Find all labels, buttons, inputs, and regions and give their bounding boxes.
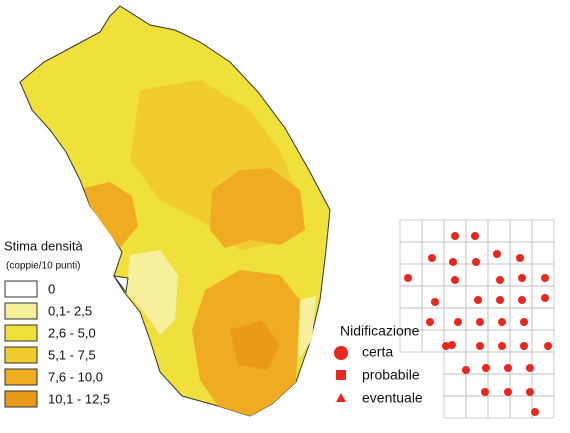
nesting-point <box>516 254 524 262</box>
grid-cell <box>509 219 533 243</box>
nesting-point <box>504 364 512 372</box>
legend-label: 7,6 - 10,0 <box>48 369 103 384</box>
legend-swatch <box>4 390 38 408</box>
map-region <box>210 168 305 248</box>
nesting-label: certa <box>362 344 393 360</box>
nesting-point <box>526 388 534 396</box>
atlas-grid <box>399 219 555 419</box>
nesting-point <box>520 318 528 326</box>
legend-subtitle: (coppie/10 punti) <box>6 261 81 272</box>
grid-cell <box>509 329 533 353</box>
nesting-point <box>544 342 552 350</box>
nesting-point <box>448 341 456 349</box>
grid-cell <box>531 219 555 243</box>
legend-swatch <box>4 346 38 364</box>
nesting-point <box>498 342 506 350</box>
grid-cell <box>465 307 489 331</box>
nesting-point <box>482 364 490 372</box>
nesting-point <box>472 258 480 266</box>
legend-title: Stima densità <box>4 238 84 253</box>
nesting-point <box>541 274 549 282</box>
nesting-point <box>442 342 450 350</box>
nesting-point <box>454 318 462 326</box>
nesting-point <box>462 366 470 374</box>
grid-cell <box>487 329 511 353</box>
grid-cell <box>531 241 555 265</box>
legend: Stima densità (coppie/10 punti) 0 0,1- 2,… <box>4 238 110 408</box>
nesting-point <box>541 294 549 302</box>
nesting-point <box>426 318 434 326</box>
grid-cell <box>509 307 533 331</box>
grid-cell <box>509 395 533 419</box>
nesting-point <box>493 250 501 258</box>
grid-cell <box>399 241 423 265</box>
grid-cell <box>421 219 445 243</box>
grid-cell <box>531 373 555 397</box>
nesting-label: eventuale <box>362 390 423 406</box>
grid-cell <box>465 395 489 419</box>
nesting-point <box>404 274 412 282</box>
legend-swatch <box>4 280 38 298</box>
nesting-legend: Nidificazione certa probabile eventuale <box>334 323 423 406</box>
map-region <box>112 275 129 294</box>
grid-cell <box>399 219 423 243</box>
nesting-point <box>476 318 484 326</box>
grid-cell <box>531 395 555 419</box>
nesting-point <box>526 364 534 372</box>
map-region <box>84 182 138 248</box>
nesting-point <box>431 298 439 306</box>
nesting-point <box>518 296 526 304</box>
grid-cell <box>421 263 445 287</box>
symbol-possible <box>336 393 346 402</box>
grid-cell <box>443 395 467 419</box>
nesting-point <box>531 408 539 416</box>
grid-cell <box>421 329 445 353</box>
nesting-point <box>471 232 479 240</box>
nesting-point <box>449 258 457 266</box>
symbol-certain <box>334 346 348 360</box>
nesting-point <box>496 276 504 284</box>
nesting-point <box>476 342 484 350</box>
nesting-point <box>474 296 482 304</box>
grid-cell <box>443 285 467 309</box>
grid-cell <box>399 285 423 309</box>
legend-label: 2,6 - 5,0 <box>48 325 96 340</box>
legend-label: 0,1- 2,5 <box>48 303 92 318</box>
grid-cell <box>487 219 511 243</box>
grid-cell <box>399 263 423 287</box>
nesting-point <box>496 296 504 304</box>
legend-label: 10,1 - 12,5 <box>48 391 110 406</box>
density-map <box>19 5 331 417</box>
grid-cell <box>443 373 467 397</box>
legend-swatch <box>4 302 38 320</box>
nesting-point <box>498 318 506 326</box>
map-region <box>230 320 280 370</box>
nesting-point <box>428 254 436 262</box>
map-region <box>126 250 178 335</box>
grid-cell <box>487 307 511 331</box>
nesting-point <box>451 232 459 240</box>
nesting-point <box>481 388 489 396</box>
legend-label: 5,1 - 7,5 <box>48 347 96 362</box>
nesting-point <box>520 342 528 350</box>
nesting-point <box>518 274 526 282</box>
grid-cell <box>531 307 555 331</box>
symbol-probable <box>336 370 346 380</box>
map-region <box>298 296 316 360</box>
grid-cell <box>443 307 467 331</box>
grid-cell <box>421 307 445 331</box>
nesting-title: Nidificazione <box>340 323 420 339</box>
grid-cell <box>465 263 489 287</box>
grid-cell <box>465 329 489 353</box>
grid-cell <box>531 351 555 375</box>
legend-swatch <box>4 368 38 386</box>
nesting-label: probabile <box>362 367 420 383</box>
grid-cell <box>487 395 511 419</box>
legend-swatch <box>4 324 38 342</box>
nesting-point <box>504 388 512 396</box>
legend-label: 0 <box>48 281 55 296</box>
nesting-point <box>451 276 459 284</box>
